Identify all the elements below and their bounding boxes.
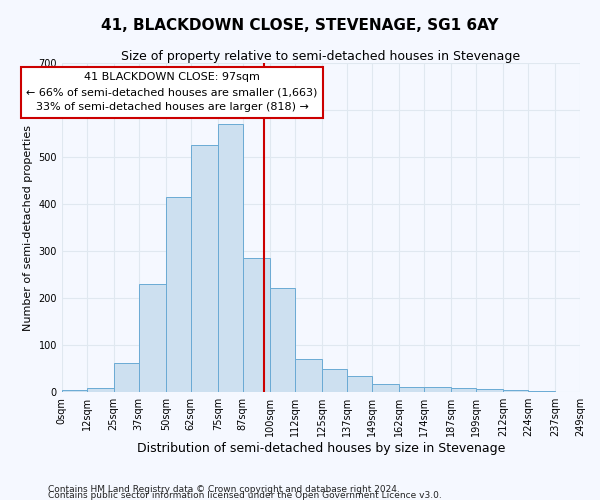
Bar <box>139 284 166 392</box>
Bar <box>399 386 424 392</box>
Bar <box>86 388 114 392</box>
Bar <box>347 376 372 392</box>
Bar <box>243 258 270 392</box>
Bar <box>295 360 322 392</box>
Title: Size of property relative to semi-detached houses in Stevenage: Size of property relative to semi-detach… <box>121 50 520 63</box>
Bar <box>503 390 528 392</box>
Bar <box>451 388 476 392</box>
Bar <box>322 368 347 392</box>
X-axis label: Distribution of semi-detached houses by size in Stevenage: Distribution of semi-detached houses by … <box>137 442 505 455</box>
Bar <box>218 124 243 392</box>
Text: 41, BLACKDOWN CLOSE, STEVENAGE, SG1 6AY: 41, BLACKDOWN CLOSE, STEVENAGE, SG1 6AY <box>101 18 499 32</box>
Bar <box>424 386 451 392</box>
Y-axis label: Number of semi-detached properties: Number of semi-detached properties <box>23 124 33 330</box>
Bar <box>476 389 503 392</box>
Bar <box>166 197 191 392</box>
Bar <box>62 390 86 392</box>
Text: Contains public sector information licensed under the Open Government Licence v3: Contains public sector information licen… <box>48 490 442 500</box>
Bar <box>191 146 218 392</box>
Bar <box>372 384 399 392</box>
Text: 41 BLACKDOWN CLOSE: 97sqm
← 66% of semi-detached houses are smaller (1,663)
33% : 41 BLACKDOWN CLOSE: 97sqm ← 66% of semi-… <box>26 72 318 112</box>
Bar <box>270 288 295 392</box>
Bar <box>114 363 139 392</box>
Text: Contains HM Land Registry data © Crown copyright and database right 2024.: Contains HM Land Registry data © Crown c… <box>48 485 400 494</box>
